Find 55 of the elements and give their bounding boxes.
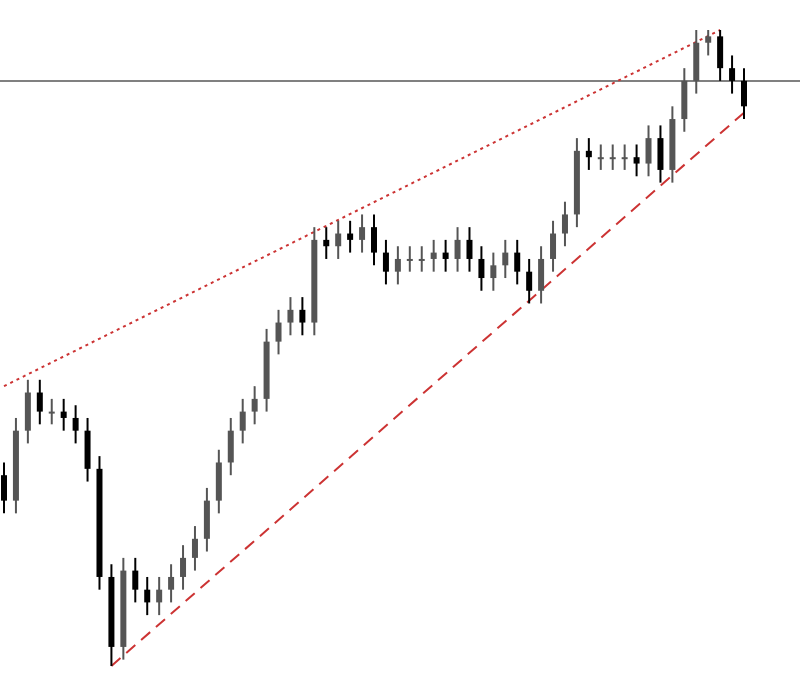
candlestick [251,385,258,426]
candlestick [215,448,222,515]
candlestick [227,416,234,477]
candlestick [550,219,557,273]
candlestick [430,238,437,273]
candlestick [144,575,151,617]
candlestick [657,124,664,184]
candlestick [466,226,473,273]
candlestick [359,213,366,254]
candlestick [335,219,342,260]
candlestick [287,296,294,337]
candlestick [478,245,485,292]
candlestick [275,308,282,356]
candlestick [382,238,389,286]
candlestick [621,143,628,171]
candlestick [538,245,545,305]
candlestick [191,525,198,572]
candlestick [394,245,401,286]
candlestick [180,544,187,591]
candlestick [585,137,592,171]
candlestick [132,556,139,604]
candlestick [24,378,31,445]
candlestick [48,397,55,426]
candlestick [168,563,175,604]
candlestick [299,296,306,337]
candlestick [645,124,652,178]
candlestick [442,238,449,273]
candlestick [561,200,568,248]
candlestick [633,143,640,178]
candlestick [239,397,246,445]
candlestick [693,29,700,95]
candlestick [72,404,79,445]
candlestick [526,257,533,305]
candlestick [681,67,688,133]
candlestick [84,416,91,483]
candlestick [1,461,7,515]
candlestick [406,245,413,273]
candlestick [203,486,210,553]
candlestick [597,143,604,171]
candlestick [418,245,425,273]
candlestick [323,226,330,260]
candlestick [705,29,712,57]
candlestick [156,575,163,617]
candlestick [60,397,67,432]
candlestick [729,54,736,95]
candlestick [502,238,509,280]
candlestick [514,238,521,286]
candlestick [717,29,724,82]
candlestick [454,226,461,273]
candlestick [36,378,43,426]
candlestick [371,213,377,267]
candlestick [741,67,747,121]
candlestick [490,251,497,292]
candlestick [347,219,354,254]
candlestick [609,143,616,171]
